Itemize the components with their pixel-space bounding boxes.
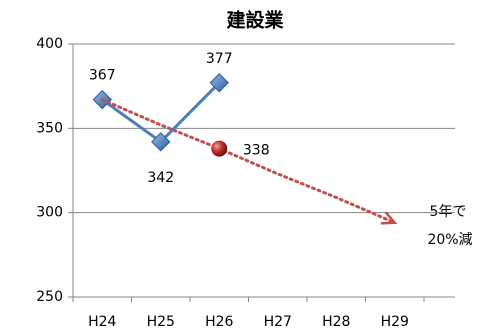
x-tick-label: H24 xyxy=(88,314,116,330)
marker xyxy=(209,73,229,93)
arrow-head xyxy=(380,211,398,225)
trend-line xyxy=(100,98,397,225)
x-tick-label: H27 xyxy=(264,314,292,330)
y-tick-label: 350 xyxy=(36,120,63,136)
data-label: 342 xyxy=(147,170,174,186)
y-tick-label: 250 xyxy=(36,289,63,305)
chart-title: 建設業 xyxy=(226,9,284,32)
marker xyxy=(211,140,228,157)
x-tick-label: H28 xyxy=(322,314,350,330)
data-label: 338 xyxy=(243,143,270,159)
data-label: 367 xyxy=(89,68,116,84)
y-tick-label: 400 xyxy=(36,36,63,52)
y-tick-label: 300 xyxy=(36,205,63,221)
data-label: 377 xyxy=(206,51,233,67)
annotation: 5年で xyxy=(430,204,467,220)
annotation: 20%減 xyxy=(427,231,472,248)
x-tick-label: H26 xyxy=(205,314,233,330)
x-tick-label: H29 xyxy=(381,314,409,330)
marker xyxy=(151,132,171,152)
x-tick-label: H25 xyxy=(147,314,175,330)
